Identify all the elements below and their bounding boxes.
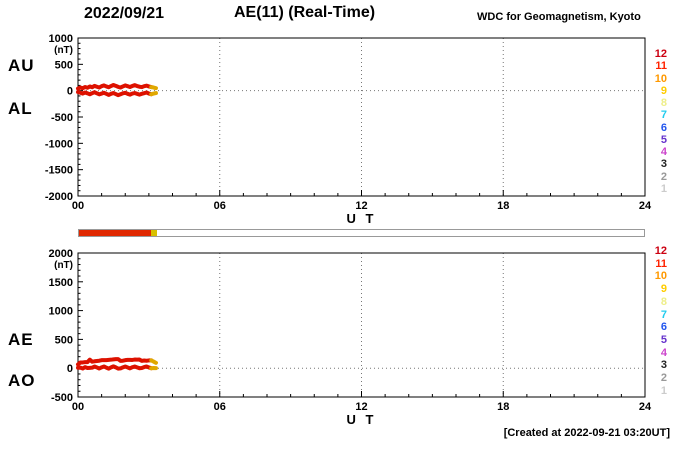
y-tick-label: -1500	[45, 165, 73, 177]
station-number-9: 9	[660, 84, 667, 97]
x-tick-label: 18	[497, 200, 509, 212]
station-number-9: 9	[660, 283, 667, 296]
station-number-5: 5	[660, 133, 667, 146]
station-number-5: 5	[660, 334, 667, 347]
y-tick-label: 0	[67, 86, 73, 98]
station-number-2: 2	[660, 170, 667, 183]
plot-border	[77, 37, 646, 197]
availability-segment	[79, 230, 151, 236]
station-number-10: 10	[654, 72, 667, 85]
station-numbers-bottom: 12 11 10 9 8 7 6 5 4 3 2 1	[650, 246, 667, 397]
station-number-3: 3	[660, 158, 667, 171]
station-number-6: 6	[660, 121, 667, 134]
x-tick-label: 12	[355, 401, 367, 413]
x-tick-label: 06	[214, 200, 226, 212]
au-series-tail	[149, 85, 158, 91]
label-al: AL	[8, 99, 33, 118]
y-tick-label: 1500	[49, 277, 73, 289]
x-tick-label: 18	[497, 401, 509, 413]
station-number-1: 1	[660, 182, 667, 195]
station-number-2: 2	[660, 372, 667, 385]
station-number-10: 10	[654, 270, 667, 283]
station-number-8: 8	[660, 97, 667, 110]
y-axis-unit: (nT)	[54, 45, 73, 56]
y-tick-label: 1000	[49, 306, 73, 318]
station-number-11: 11	[655, 257, 667, 270]
label-ao: AO	[8, 371, 36, 390]
ae-series-tail	[149, 358, 158, 365]
y-tick-label: 0	[67, 363, 73, 375]
x-tick-label: 00	[72, 401, 84, 413]
y-tick-label: -1000	[45, 138, 73, 150]
plot-date: 2022/09/21	[84, 5, 165, 22]
station-number-8: 8	[660, 295, 667, 308]
label-au: AU	[8, 56, 35, 75]
label-ae: AE	[8, 330, 34, 349]
al-series-line	[76, 89, 154, 98]
y-tick-label: 500	[55, 334, 73, 346]
station-number-12: 12	[654, 48, 667, 60]
ae-series-line	[76, 357, 154, 367]
ao-series-line	[76, 364, 154, 371]
y-tick-label: -500	[51, 112, 73, 124]
station-number-4: 4	[660, 146, 667, 159]
x-tick-label: 12	[355, 200, 367, 212]
y-tick-label: -500	[51, 392, 73, 404]
availability-segment	[150, 230, 157, 236]
x-axis-label: U T	[347, 211, 377, 226]
station-number-7: 7	[660, 109, 667, 122]
station-number-12: 12	[654, 245, 667, 257]
x-tick-label: 24	[639, 401, 652, 413]
y-tick-label: 500	[55, 59, 73, 71]
plot-title: AE(11) (Real-Time)	[234, 4, 376, 21]
x-tick-label: 24	[639, 200, 652, 212]
station-number-6: 6	[660, 321, 667, 334]
y-tick-label: 2000	[49, 248, 73, 260]
x-tick-label: 00	[72, 200, 84, 212]
au-series-line	[76, 82, 154, 91]
al-series-tail	[149, 91, 158, 97]
y-tick-label: -2000	[45, 191, 73, 203]
x-axis-label: U T	[347, 412, 377, 427]
availability-bar	[78, 229, 645, 237]
y-axis-unit: (nT)	[54, 260, 73, 271]
data-source-label: WDC for Geomagnetism, Kyoto	[477, 11, 641, 23]
station-numbers-top: 12 11 10 9 8 7 6 5 4 3 2 1	[650, 49, 667, 195]
station-number-7: 7	[660, 308, 667, 321]
created-at-label: [Created at 2022-09-21 03:20UT]	[503, 427, 670, 439]
y-tick-label: 1000	[49, 33, 73, 45]
station-number-4: 4	[660, 346, 667, 359]
x-tick-label: 06	[214, 401, 226, 413]
station-number-11: 11	[655, 60, 667, 73]
station-number-1: 1	[660, 384, 667, 397]
station-number-3: 3	[660, 359, 667, 372]
